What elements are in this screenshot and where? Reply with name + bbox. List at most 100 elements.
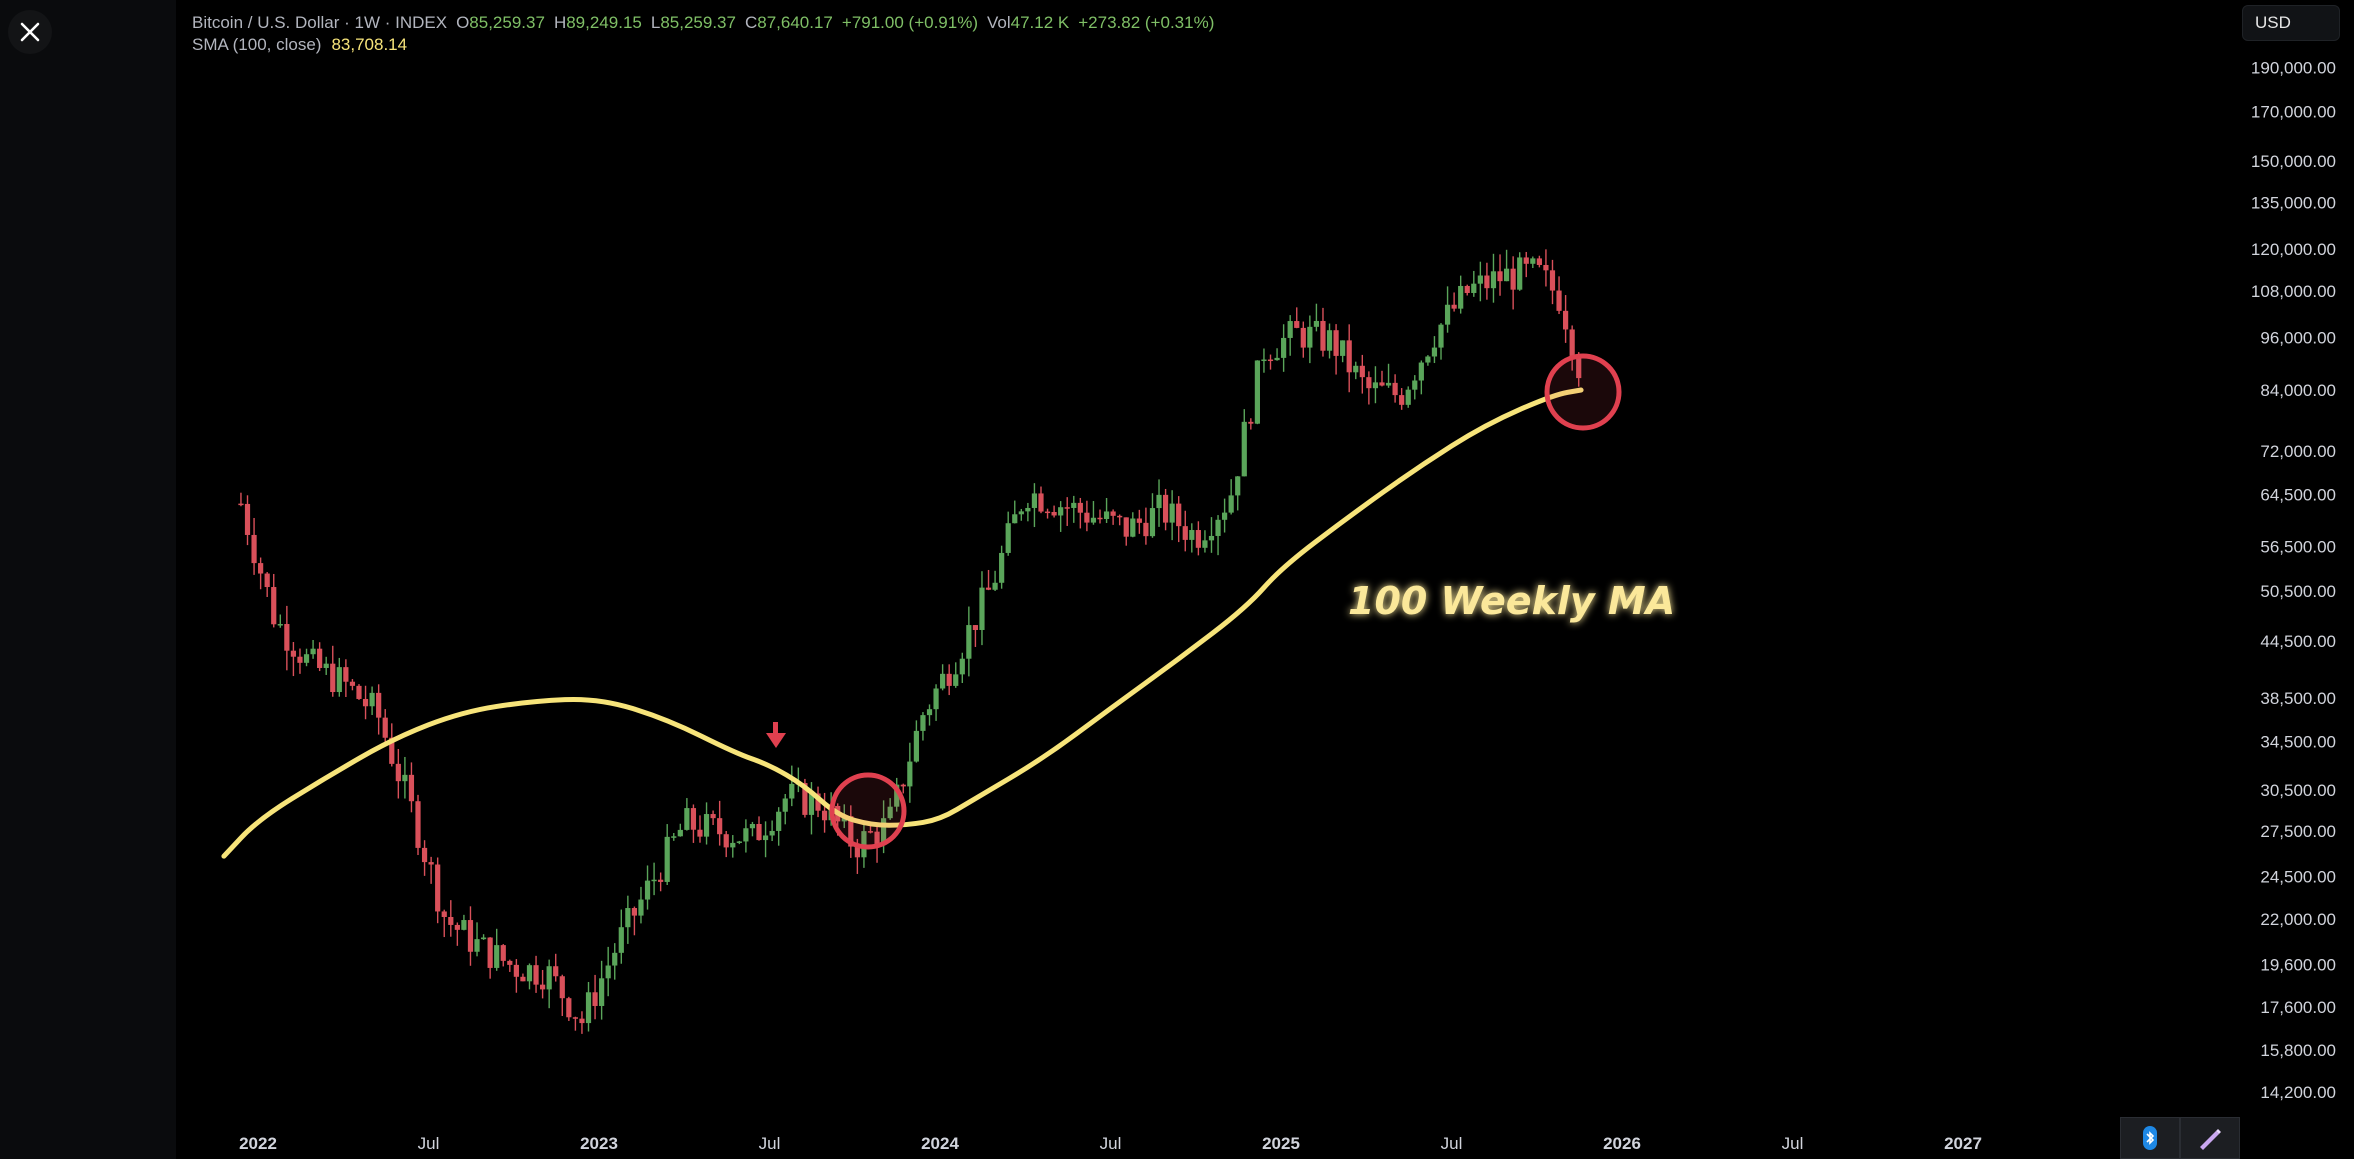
y-tick-label: 17,600.00 [2260, 998, 2336, 1017]
candle-body [1556, 290, 1562, 311]
candle-body [1471, 283, 1477, 293]
candle-body [1569, 329, 1575, 359]
candle-body [1143, 522, 1149, 537]
candle-body [979, 587, 985, 630]
candle-body [284, 624, 290, 651]
x-tick-label: Jul [418, 1134, 440, 1153]
candle-body [533, 965, 539, 985]
candle-body [1313, 320, 1320, 327]
candle-body [1353, 365, 1359, 373]
close-value: 87,640.17 [757, 13, 833, 32]
candle-body [1064, 507, 1070, 509]
candle-body [1222, 512, 1228, 520]
change-value: +791.00 (+0.91%) [841, 13, 978, 32]
candle-body [1058, 507, 1064, 516]
candle-body [513, 964, 519, 977]
candle-body [1477, 275, 1483, 284]
candle-body [1438, 324, 1444, 348]
candle-body [297, 656, 303, 663]
candle-body [1090, 517, 1097, 523]
candle-body [579, 1018, 585, 1024]
high-value: 89,249.15 [566, 13, 642, 32]
candle-body [1326, 330, 1333, 351]
candle-body [494, 945, 500, 968]
candle-body [1208, 535, 1215, 541]
highlight-circle-2023 [829, 772, 907, 850]
candle-body [644, 880, 651, 900]
drawing-tool-button[interactable] [2180, 1117, 2240, 1159]
candle-body [618, 927, 624, 953]
candle-body [743, 828, 749, 842]
y-tick-label: 72,000.00 [2260, 442, 2336, 461]
candle-body [1110, 511, 1116, 516]
y-tick-label: 190,000.00 [2251, 59, 2336, 78]
candle-body [1018, 511, 1024, 515]
candle-body [1123, 517, 1129, 537]
candle-body [907, 761, 913, 787]
candle-body [566, 998, 572, 1018]
bluetooth-button[interactable] [2120, 1117, 2180, 1159]
sma-label[interactable]: SMA (100, close) [192, 35, 322, 54]
high-label: H [553, 13, 567, 32]
candle-body [1254, 360, 1260, 424]
x-tick-label: Jul [1441, 1134, 1463, 1153]
x-tick-label: 2023 [580, 1134, 618, 1153]
candle-body [638, 899, 644, 916]
close-icon [20, 22, 40, 42]
candle-body [271, 587, 277, 625]
y-tick-label: 96,000.00 [2260, 328, 2336, 347]
candle-body [1405, 389, 1411, 405]
y-tick-label: 150,000.00 [2251, 152, 2336, 171]
candle-body [1458, 285, 1464, 309]
candle-body [1248, 421, 1254, 424]
cross-annotation-2023 [829, 772, 907, 850]
candle-body [808, 793, 815, 815]
candle-body [605, 965, 611, 979]
candle-body [1576, 358, 1582, 379]
candle-body [684, 808, 690, 830]
y-tick-label: 30,500.00 [2260, 781, 2336, 800]
currency-button[interactable]: USD [2242, 5, 2340, 41]
y-tick-label: 120,000.00 [2251, 240, 2336, 259]
candle-body [317, 648, 323, 668]
x-tick-label: 2027 [1944, 1134, 1982, 1153]
candle-body [1084, 512, 1090, 523]
candle-body [408, 774, 415, 802]
candle-body [664, 836, 670, 882]
y-tick-label: 64,500.00 [2260, 485, 2336, 504]
candle-body [1281, 337, 1287, 358]
y-tick-label: 14,200.00 [2260, 1083, 2336, 1102]
candle-body [1189, 530, 1195, 540]
symbol-title[interactable]: Bitcoin / U.S. Dollar · 1W · INDEX [192, 13, 448, 32]
candle-body [867, 831, 874, 833]
candle-body [1530, 258, 1536, 264]
candle-body [717, 818, 723, 835]
candle-body [356, 685, 362, 699]
candle-body [631, 908, 638, 916]
candle-body [1346, 340, 1352, 373]
candle-body [1510, 268, 1516, 290]
candle-body [382, 717, 388, 738]
candle-body [1340, 340, 1346, 356]
candle-body [559, 976, 565, 999]
candle-body [874, 831, 880, 845]
candle-body [972, 625, 979, 630]
candle-body [920, 715, 926, 731]
y-tick-label: 170,000.00 [2251, 103, 2336, 122]
candle-body [1051, 511, 1057, 516]
legend-sma-row: SMA (100, close) 83,708.14 [192, 34, 1214, 56]
close-button[interactable] [8, 10, 52, 54]
vol-label: Vol [987, 13, 1011, 32]
sma-line [221, 387, 1584, 859]
candle-body [736, 841, 742, 843]
candle-body [264, 573, 270, 588]
candle-body [1425, 356, 1431, 363]
y-tick-label: 135,000.00 [2251, 194, 2336, 213]
candle-body [1097, 517, 1103, 520]
candle-body [1497, 271, 1503, 282]
candle-body [323, 663, 329, 668]
candle-body [599, 978, 605, 1006]
arrow-down-icon [766, 722, 786, 748]
left-panel [0, 0, 176, 1159]
